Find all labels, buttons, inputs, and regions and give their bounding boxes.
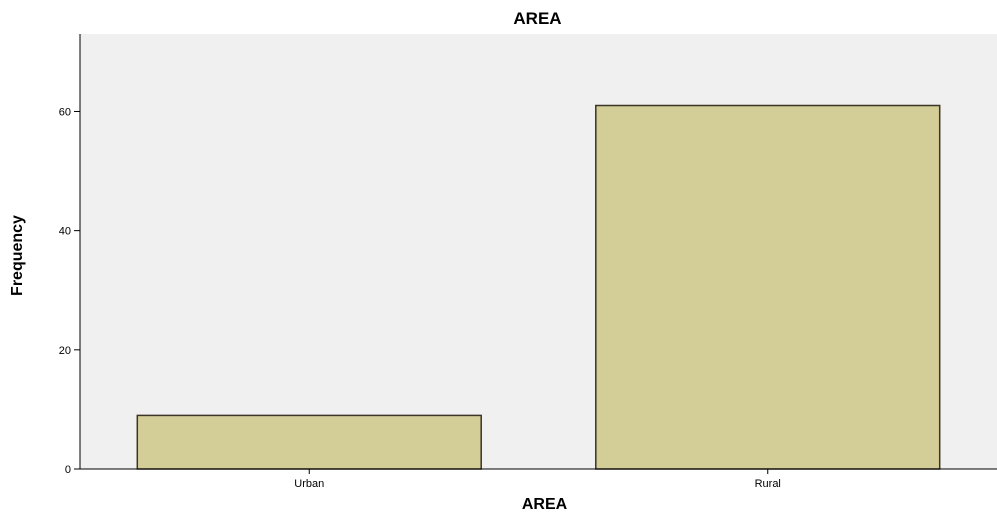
y-tick-label: 20 [59,345,71,357]
y-axis-title: Frequency [9,215,26,296]
y-tick-label: 0 [65,464,71,476]
x-tick-label: Urban [294,478,324,490]
bar-rural [595,104,941,470]
y-tick-label: 60 [59,106,71,118]
y-axis: 0 20 40 60 [59,34,81,476]
x-axis: Urban Rural [80,468,997,490]
chart-title: AREA [513,9,561,28]
bar-group [136,104,941,470]
x-axis-title: AREA [522,496,568,513]
bar-urban [136,414,482,470]
x-tick-label: Rural [755,478,781,490]
y-tick-label: 40 [59,226,71,238]
